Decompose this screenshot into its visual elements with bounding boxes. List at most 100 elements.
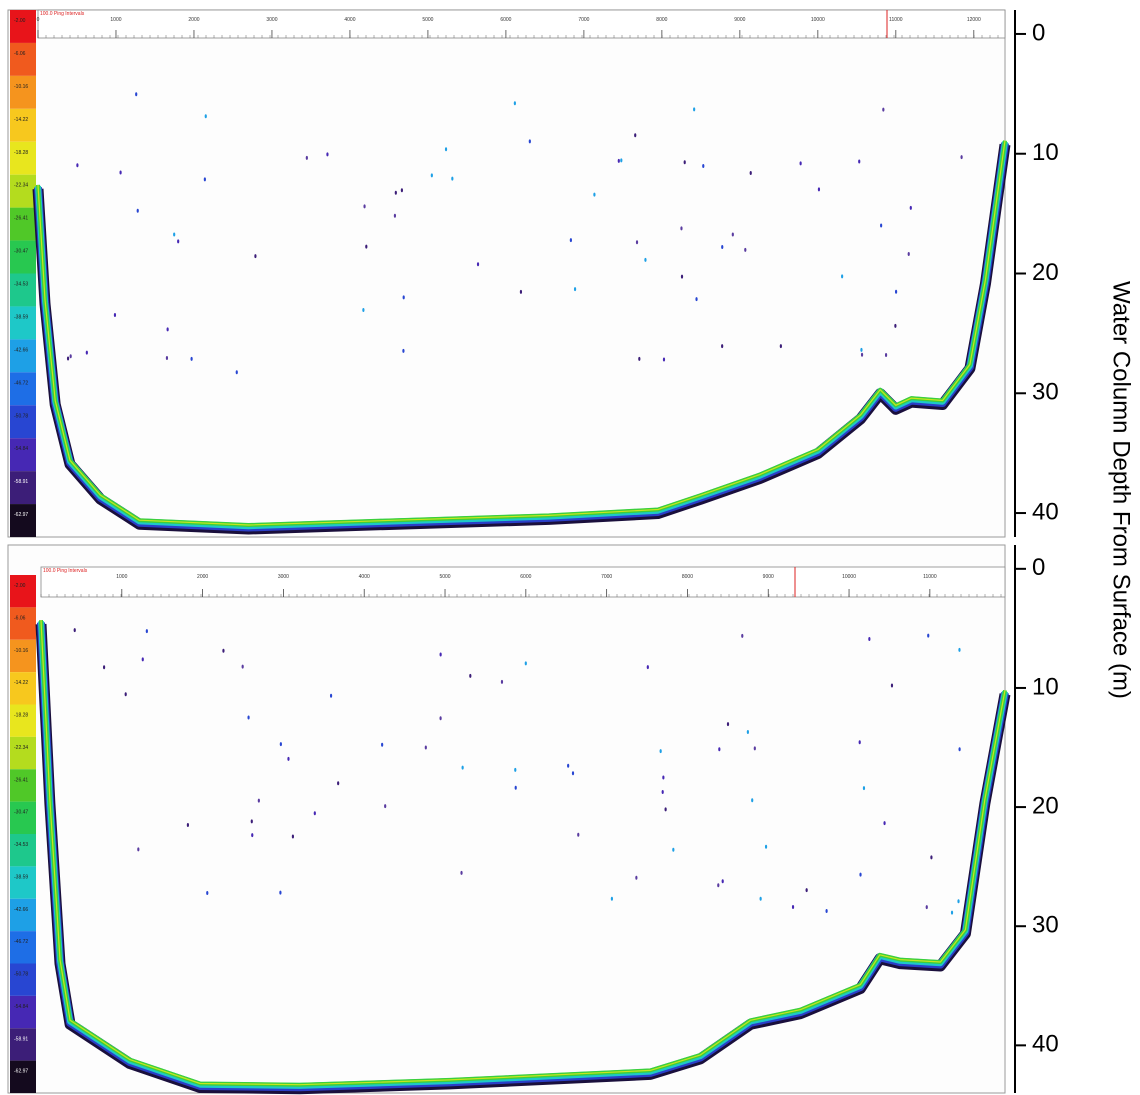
y-tick-label: 40 <box>1032 498 1059 525</box>
x-tick-label: 3000 <box>278 574 289 580</box>
water-target <box>137 847 140 852</box>
colorbar-label: -10.16 <box>14 648 28 654</box>
colorbar-label: -34.53 <box>14 842 28 848</box>
water-target <box>680 274 684 279</box>
water-target <box>868 636 871 641</box>
y-tick-label: 40 <box>1032 1031 1059 1058</box>
water-target <box>424 745 427 750</box>
x-tick-label: 4000 <box>359 574 370 580</box>
water-target <box>741 633 744 638</box>
water-target <box>305 155 308 160</box>
colorbar-label: -50.78 <box>14 413 28 419</box>
water-target <box>439 716 442 721</box>
colorbar-cell <box>10 141 36 175</box>
colorbar-label: -18.28 <box>14 713 28 719</box>
water-target <box>206 891 209 896</box>
colorbar-cell <box>10 405 36 439</box>
colorbar-cell <box>10 240 36 274</box>
seabed-core <box>40 620 1006 1086</box>
colorbar-cell <box>10 42 36 76</box>
x-tick-label: 9000 <box>734 17 745 23</box>
water-target <box>113 313 117 318</box>
water-target <box>430 173 433 178</box>
colorbar-cell <box>10 898 36 932</box>
x-tick-label: 6000 <box>520 574 531 580</box>
water-target <box>731 232 734 237</box>
water-target <box>381 742 384 747</box>
water-target <box>514 767 517 772</box>
colorbar-cell <box>10 963 36 996</box>
water-target <box>957 899 960 904</box>
water-target <box>362 308 365 313</box>
y-tick-label: 20 <box>1032 792 1059 819</box>
ping-ruler <box>37 9 1006 39</box>
water-target <box>859 872 862 877</box>
water-target <box>661 789 664 794</box>
water-target <box>461 765 464 770</box>
colorbar-label: -14.22 <box>14 117 28 123</box>
water-target <box>444 147 448 152</box>
panel-frame <box>7 9 1006 538</box>
water-target <box>825 908 828 913</box>
water-target <box>841 274 844 279</box>
water-target <box>514 785 517 790</box>
colorbar-label: -22.34 <box>14 183 28 189</box>
water-target <box>222 648 225 653</box>
water-target <box>567 763 570 768</box>
water-target <box>291 834 295 839</box>
water-target <box>702 164 705 169</box>
colorbar-cell <box>10 174 36 208</box>
water-target <box>569 238 572 243</box>
water-target <box>166 327 169 332</box>
water-target <box>817 187 821 192</box>
water-target <box>662 357 666 362</box>
colorbar-cell <box>10 607 36 640</box>
water-target <box>746 730 749 735</box>
y-tick-label: 20 <box>1032 259 1059 286</box>
x-tick-label: 7000 <box>601 574 612 580</box>
water-target <box>664 807 667 812</box>
water-target <box>860 352 864 357</box>
water-target <box>791 904 795 909</box>
x-tick-label: 10000 <box>811 17 825 23</box>
x-tick-label: 12000 <box>967 17 981 23</box>
water-target <box>145 629 148 634</box>
water-target <box>85 350 88 355</box>
colorbar-cell <box>10 704 36 737</box>
water-target <box>646 665 649 670</box>
x-tick-label: 8000 <box>682 574 693 580</box>
colorbar-cell <box>10 438 36 472</box>
water-target <box>721 879 724 884</box>
water-target <box>644 257 647 262</box>
water-target <box>204 114 207 119</box>
colorbar-label: -46.72 <box>14 939 28 945</box>
seabed-core <box>37 140 1006 526</box>
water-target <box>749 171 752 176</box>
x-tick-label: 2000 <box>188 17 199 23</box>
water-target <box>610 896 614 901</box>
x-tick-label: 1000 <box>110 17 121 23</box>
x-tick-label: 11000 <box>923 574 937 580</box>
colorbar-cell <box>10 672 36 705</box>
water-target <box>203 177 206 182</box>
x-tick-label: 5000 <box>422 17 433 23</box>
colorbar-cell <box>10 471 36 505</box>
water-target <box>279 742 282 747</box>
y-axis-label: Water Column Depth From Surface (m) <box>1108 281 1135 699</box>
colorbar-label: -54.84 <box>14 1004 28 1010</box>
water-target <box>313 811 316 816</box>
water-target <box>635 240 639 245</box>
water-target <box>66 356 70 361</box>
colorbar-cell <box>10 639 36 673</box>
water-target <box>862 786 866 791</box>
water-target <box>620 158 623 163</box>
water-target <box>384 804 387 809</box>
water-target <box>73 628 76 633</box>
colorbar-label: -18.28 <box>14 150 28 156</box>
water-target <box>528 139 531 144</box>
water-target <box>960 155 963 160</box>
colorbar-label: -30.47 <box>14 249 28 255</box>
y-tick-label: 10 <box>1032 673 1059 700</box>
water-target <box>279 890 282 895</box>
